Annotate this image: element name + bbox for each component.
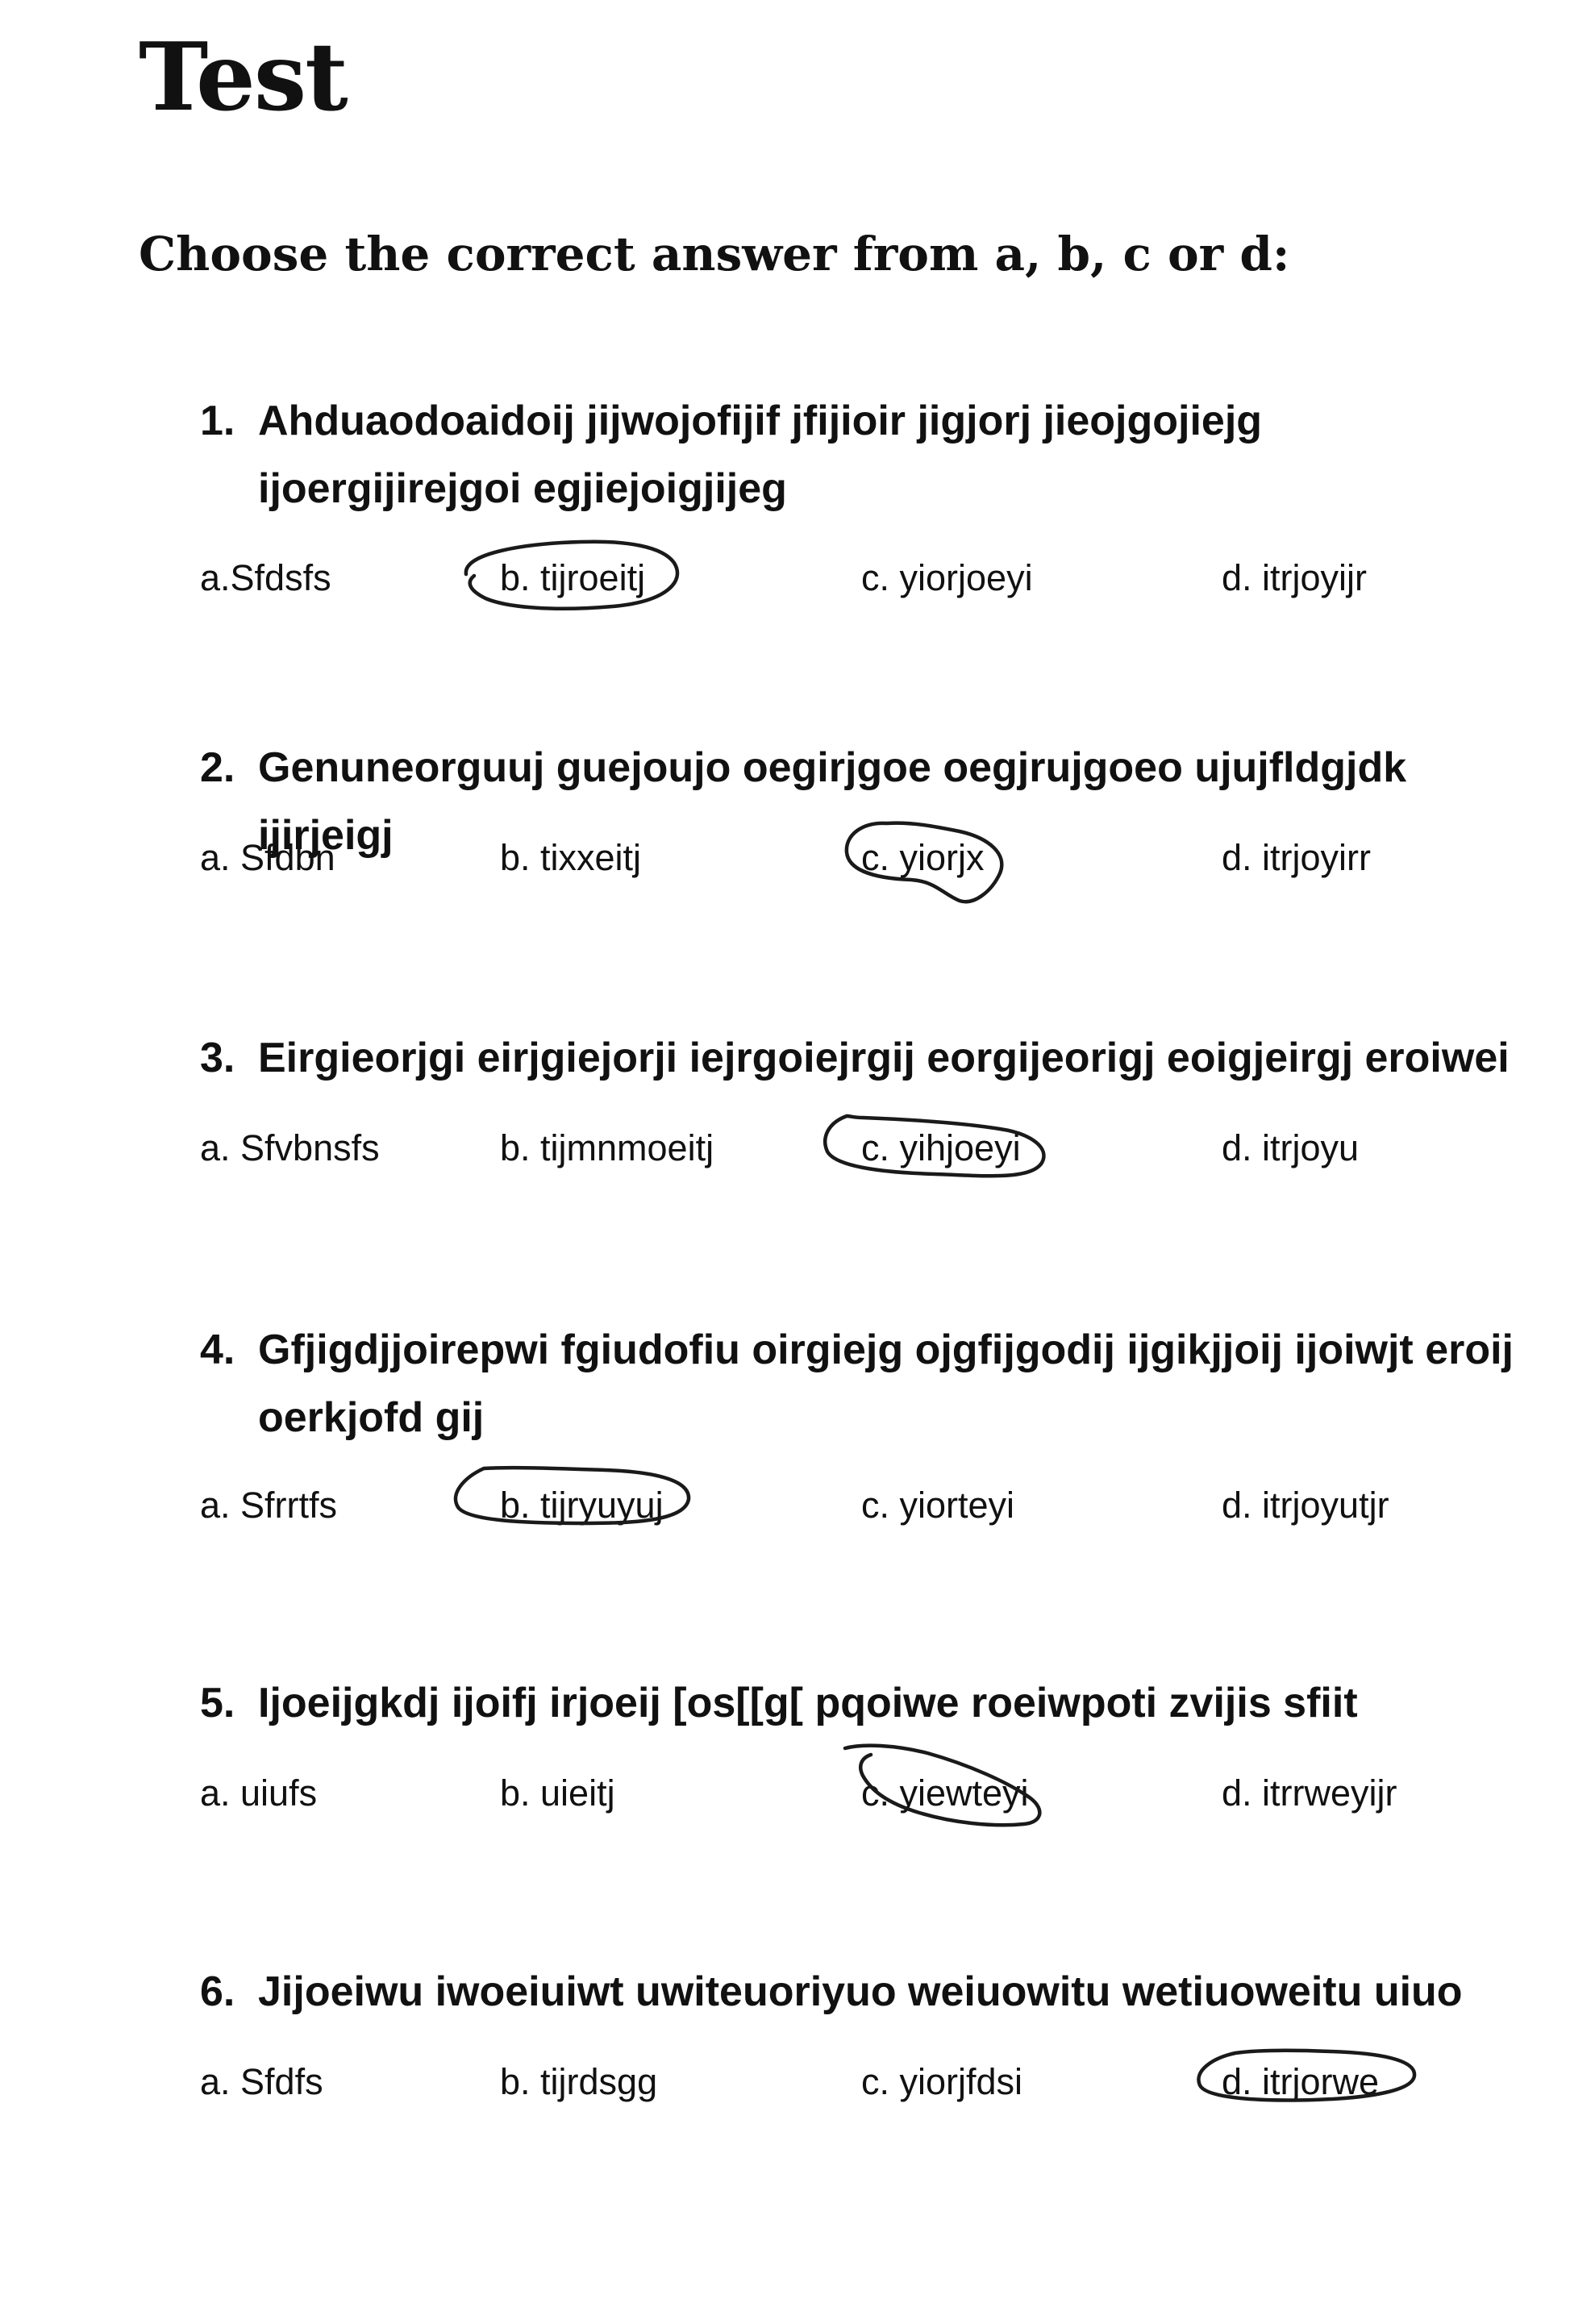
question-text: Gfjigdjjoirepwi fgiudofiu oirgiejg ojgfi… [258, 1327, 1514, 1441]
option-c[interactable]: c. yiorteyi [861, 1485, 1015, 1526]
question-number: 5. [200, 1680, 235, 1726]
option-b[interactable]: b. tijroeitj [500, 557, 646, 598]
option-c[interactable]: c. yiorjfdsi [861, 2061, 1023, 2102]
option-d[interactable]: d. itrjoyirr [1222, 837, 1372, 878]
option-c[interactable]: c. yiorjoeyi [861, 557, 1033, 598]
question-number: 1. [200, 398, 235, 444]
question-text: Jijoeiwu iwoeiuiwt uwiteuoriyuo weiuowit… [258, 1968, 1463, 2015]
option-a[interactable]: a. Sfdfs [200, 2061, 323, 2102]
question-text: Ahduaodoaidoij jijwojofijif jfijioir jig… [258, 398, 1263, 512]
option-c[interactable]: c. yiorjx [861, 837, 985, 878]
question-text: Ijoeijgkdj ijoifj irjoeij [os[[g[ pqoiwe… [258, 1680, 1358, 1726]
option-d[interactable]: d. itrrweyijr [1222, 1772, 1397, 1814]
question-text: Eirgieorjgi eirjgiejorji iejrgoiejrgij e… [258, 1035, 1510, 1081]
question-number: 4. [200, 1327, 235, 1373]
instruction-heading: Choose the correct answer from a, b, c o… [139, 227, 1290, 281]
question-number: 6. [200, 1968, 235, 2015]
option-c[interactable]: c. yihjoeyi [861, 1127, 1021, 1168]
option-a[interactable]: a. Sfrrtfs [200, 1485, 338, 1526]
option-b[interactable]: b. tijmnmoeitj [500, 1127, 714, 1168]
question-text: Genuneorguuj guejoujo oegirjgoe oegjrujg… [258, 744, 1407, 859]
option-b[interactable]: b. uieitj [500, 1772, 615, 1814]
option-d[interactable]: d. itrjorwe [1222, 2061, 1380, 2102]
option-d[interactable]: d. itrjoyutjr [1222, 1485, 1389, 1526]
option-a[interactable]: a.Sfdsfs [200, 557, 331, 598]
option-d[interactable]: d. itrjoyijr [1222, 557, 1368, 598]
question-number: 2. [200, 744, 235, 791]
option-b[interactable]: b. tixxeitj [500, 837, 642, 878]
option-a[interactable]: a. Sfvbnsfs [200, 1127, 380, 1168]
option-c[interactable]: c. yiewteyi [861, 1772, 1029, 1814]
option-d[interactable]: d. itrjoyu [1222, 1127, 1360, 1168]
option-a[interactable]: a. Sfdbn [200, 837, 335, 878]
option-a[interactable]: a. uiufs [200, 1772, 318, 1814]
option-b[interactable]: b. tijrdsgg [500, 2061, 658, 2102]
page-title: Test [139, 23, 348, 132]
question-number: 3. [200, 1035, 235, 1081]
option-b[interactable]: b. tijryuyuj [500, 1485, 664, 1526]
